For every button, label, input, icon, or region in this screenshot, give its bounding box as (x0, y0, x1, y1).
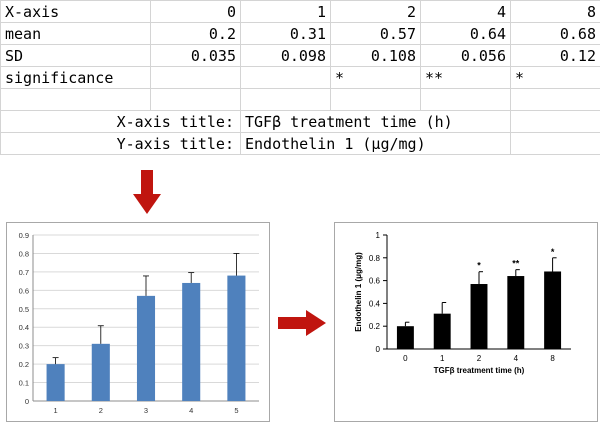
sd-row: SD 0.035 0.098 0.108 0.056 0.12 (1, 45, 600, 67)
formatted-bar-chart: 0 0.2 0.4 0.6 0.8 1 0 1 * 2 ** 4 * 8 TGFβ treatment ti… (335, 223, 597, 421)
significance-marker: * (477, 261, 481, 271)
header-row: X-axis 0 1 2 4 8 (1, 1, 600, 23)
y-tick-label: 0.2 (19, 360, 29, 369)
y-tick-label: 0.2 (369, 322, 381, 331)
bar (544, 271, 561, 349)
cell-mean-label[interactable]: mean (1, 23, 151, 45)
right-arrow-icon (278, 310, 326, 336)
cell-sd-4[interactable]: 0.12 (511, 45, 600, 67)
cell-sig-3[interactable]: ** (421, 67, 511, 89)
x-axis-title-row: X-axis title: TGFβ treatment time (h) (1, 111, 600, 133)
x-tick-label: 4 (514, 354, 519, 363)
y-axis-title: Endothelin 1 (μg/mg) (354, 252, 363, 332)
x-tick-label: 2 (477, 354, 482, 363)
empty-row (1, 89, 600, 111)
cell-x-4[interactable]: 8 (511, 1, 600, 23)
y-axis-title-label[interactable]: Y-axis title: (1, 133, 241, 155)
empty-cell[interactable] (511, 89, 600, 111)
cell-x-axis-label[interactable]: X-axis (1, 1, 151, 23)
x-axis-title-value[interactable]: TGFβ treatment time (h) (241, 111, 511, 133)
down-arrow-icon (133, 170, 161, 214)
bar (182, 283, 200, 401)
x-tick-label: 5 (234, 406, 238, 415)
y-tick-label: 0.9 (19, 231, 29, 240)
y-tick-label: 0.7 (19, 268, 29, 277)
empty-cell[interactable] (1, 89, 151, 111)
bar (471, 284, 488, 349)
y-axis-title-row: Y-axis title: Endothelin 1 (μg/mg) (1, 133, 600, 155)
y-tick-label: 0.6 (369, 277, 381, 286)
y-tick-label: 0.5 (19, 305, 29, 314)
y-tick-label: 0.3 (19, 342, 29, 351)
cell-mean-1[interactable]: 0.31 (241, 23, 331, 45)
cell-x-0[interactable]: 0 (151, 1, 241, 23)
bar (434, 314, 451, 349)
cell-sd-label[interactable]: SD (1, 45, 151, 67)
y-tick-label: 1 (376, 231, 381, 240)
default-bar-chart: 0 0.1 0.2 0.3 0.4 0.5 0.6 0.7 0.8 0.9 1 2 3 4 5 (7, 223, 269, 421)
cell-sig-2[interactable]: * (331, 67, 421, 89)
cell-sig-0[interactable] (151, 67, 241, 89)
y-tick-label: 0.8 (19, 249, 29, 258)
cell-sd-3[interactable]: 0.056 (421, 45, 511, 67)
cell-sd-2[interactable]: 0.108 (331, 45, 421, 67)
y-tick-label: 0.4 (19, 323, 29, 332)
cell-mean-2[interactable]: 0.57 (331, 23, 421, 45)
cell-sd-0[interactable]: 0.035 (151, 45, 241, 67)
empty-cell[interactable] (151, 89, 241, 111)
x-tick-label: 8 (550, 354, 555, 363)
cell-x-3[interactable]: 4 (421, 1, 511, 23)
cell-sig-1[interactable] (241, 67, 331, 89)
cell-x-2[interactable]: 2 (331, 1, 421, 23)
y-axis-title-value[interactable]: Endothelin 1 (μg/mg) (241, 133, 511, 155)
bar (227, 276, 245, 401)
formatted-bar-chart-panel[interactable]: 0 0.2 0.4 0.6 0.8 1 0 1 * 2 ** 4 * 8 TGFβ treatment ti… (334, 222, 598, 422)
x-tick-label: 0 (403, 354, 408, 363)
default-bar-chart-panel[interactable]: 0 0.1 0.2 0.3 0.4 0.5 0.6 0.7 0.8 0.9 1 2 3 4 5 (6, 222, 270, 422)
x-axis-title-label[interactable]: X-axis title: (1, 111, 241, 133)
cell-sd-1[interactable]: 0.098 (241, 45, 331, 67)
significance-row: significance * ** * (1, 67, 600, 89)
bar (507, 276, 524, 349)
empty-cell[interactable] (511, 111, 600, 133)
y-tick-label: 0 (376, 345, 381, 354)
cell-significance-label[interactable]: significance (1, 67, 151, 89)
empty-cell[interactable] (421, 89, 511, 111)
empty-cell[interactable] (511, 133, 600, 155)
y-tick-label: 0.1 (19, 379, 29, 388)
right-arrow-shape (278, 310, 326, 336)
empty-cell[interactable] (241, 89, 331, 111)
bar (137, 296, 155, 401)
y-tick-label: 0 (25, 397, 29, 406)
cell-mean-0[interactable]: 0.2 (151, 23, 241, 45)
cell-mean-4[interactable]: 0.68 (511, 23, 600, 45)
cell-x-1[interactable]: 1 (241, 1, 331, 23)
bar (47, 364, 65, 401)
x-axis-title: TGFβ treatment time (h) (434, 366, 525, 375)
x-tick-label: 3 (144, 406, 148, 415)
mean-row: mean 0.2 0.31 0.57 0.64 0.68 (1, 23, 600, 45)
x-tick-label: 1 (54, 406, 58, 415)
empty-cell[interactable] (331, 89, 421, 111)
significance-marker: * (551, 247, 555, 257)
y-tick-label: 0.6 (19, 286, 29, 295)
cell-mean-3[interactable]: 0.64 (421, 23, 511, 45)
bar (92, 344, 110, 401)
y-tick-label: 0.8 (369, 254, 381, 263)
x-tick-label: 2 (99, 406, 103, 415)
bar (397, 326, 414, 349)
x-tick-label: 1 (440, 354, 445, 363)
down-arrow-shape (133, 170, 161, 214)
cell-sig-4[interactable]: * (511, 67, 600, 89)
data-spreadsheet: X-axis 0 1 2 4 8 mean 0.2 0.31 0.57 0.64… (0, 0, 600, 155)
x-tick-label: 4 (189, 406, 193, 415)
significance-marker: ** (512, 259, 520, 269)
y-tick-label: 0.4 (369, 299, 381, 308)
